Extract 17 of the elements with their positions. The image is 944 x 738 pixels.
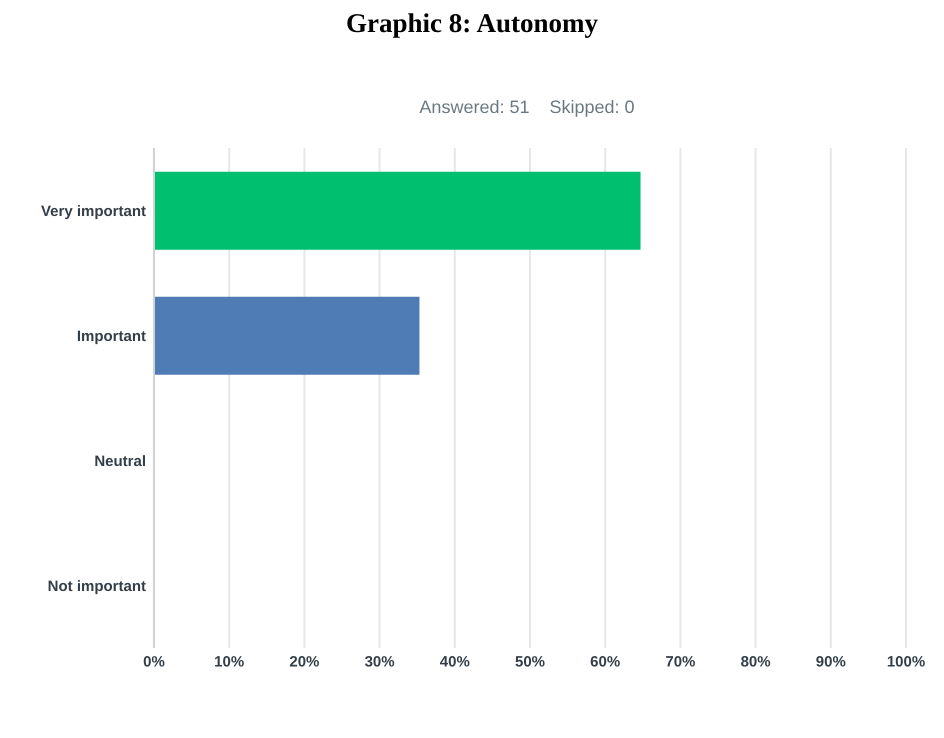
x-tick-label: 100% <box>886 654 926 671</box>
x-tick-label: 40% <box>440 654 470 671</box>
x-tick-label: 0% <box>143 654 165 671</box>
x-tick-label: 90% <box>816 654 846 671</box>
x-tick-label: 70% <box>665 654 696 671</box>
x-tick-label: 80% <box>740 654 771 671</box>
x-tick-label: 10% <box>214 654 244 671</box>
y-tick-label: Very important <box>40 202 146 220</box>
y-tick-label: Not important <box>48 578 146 595</box>
x-tick-label: 50% <box>514 654 546 671</box>
x-tick-label: 60% <box>590 654 620 671</box>
x-tick-label: 30% <box>364 654 395 671</box>
x-tick-label: 20% <box>289 654 320 671</box>
chart-title: Graphic 8: Autonomy <box>344 8 600 39</box>
y-tick-label: Neutral <box>94 452 146 470</box>
y-tick-label: Important <box>76 328 146 345</box>
chart-subtitle: Answered: 51 Skipped: 0 <box>418 97 636 118</box>
